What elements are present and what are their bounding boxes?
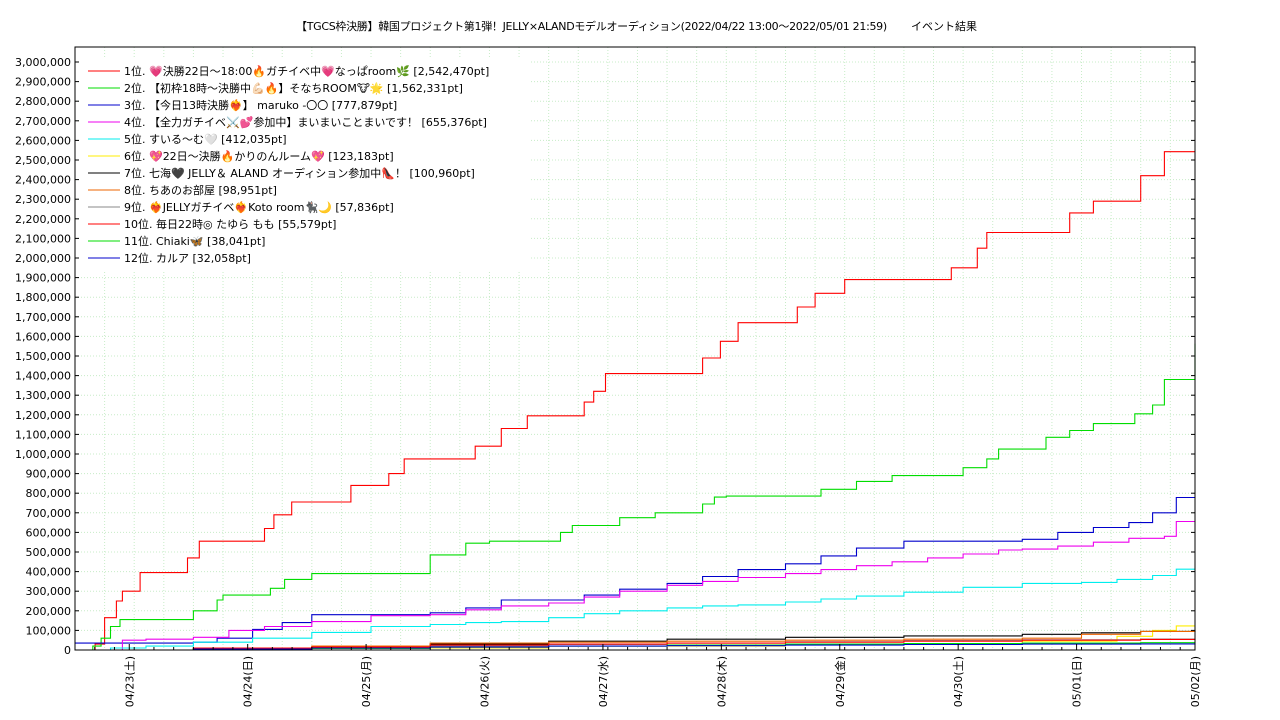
series-line-2: [75, 343, 1196, 651]
y-tick-label: 2,400,000: [15, 174, 71, 187]
legend-item: 10位. 毎日22時◎ たゆら もも [55,579pt]: [124, 217, 336, 231]
y-tick-label: 200,000: [26, 605, 72, 618]
legend-item: 6位. 💖22日～決勝🔥かりのんルーム💖 [123,183pt]: [124, 149, 394, 163]
y-tick-label: 900,000: [26, 468, 72, 481]
plot-frame: [74, 46, 1196, 651]
y-tick-label: 2,500,000: [15, 154, 71, 167]
legend: 1位. 💗決勝22日～18:00🔥ガチイベ中💗なっぱroom🌿 [2,542,4…: [80, 58, 530, 270]
y-tick-label: 2,600,000: [15, 134, 71, 147]
x-tick-label: 04/26(火): [479, 656, 492, 707]
y-tick-label: 2,000,000: [15, 252, 71, 265]
y-tick-label: 700,000: [26, 507, 72, 520]
y-tick-label: 1,600,000: [15, 330, 71, 343]
y-tick-label: 1,400,000: [15, 370, 71, 383]
y-tick-label: 2,100,000: [15, 232, 71, 245]
series-line-5: [75, 568, 1195, 651]
legend-item: 8位. ちあのお部屋 [98,951pt]: [124, 183, 277, 197]
x-tick-label: 04/29(金): [833, 656, 847, 707]
legend-item: 9位. ❤‍🔥JELLYガチイベ❤‍🔥Koto room🐈‍⬛🌙 [57,836…: [124, 200, 394, 214]
x-axis: 04/23(土) 04/24(日) 04/25(月) 04/26(火) 04/27(水)…: [74, 644, 1202, 707]
chart-title-bar: 【TGCS枠決勝】韓国プロジェクト第1弾！JELLY×ALANDモデルオーディシ…: [0, 18, 1280, 34]
chart-subtitle: イベント結果: [911, 20, 977, 33]
y-tick-label: 300,000: [26, 585, 72, 598]
chart-title: 【TGCS枠決勝】韓国プロジェクト第1弾！JELLY×ALANDモデルオーディシ…: [296, 20, 887, 33]
y-tick-label: 100,000: [26, 624, 72, 637]
y-tick-label: 1,300,000: [15, 389, 71, 402]
y-tick-label: 2,700,000: [15, 115, 71, 128]
y-tick-label: 1,700,000: [15, 311, 71, 324]
x-tick-label: 04/28(木): [715, 656, 728, 707]
y-tick-label: 1,000,000: [15, 448, 71, 461]
series-line-3: [75, 496, 1195, 644]
legend-item: 7位. 七海🖤 JELLY＆ ALAND オーディション参加中👠！ [100,9…: [124, 166, 475, 180]
y-tick-label: 2,800,000: [15, 95, 71, 108]
y-tick-label: 400,000: [26, 566, 72, 579]
y-tick-label: 2,200,000: [15, 213, 71, 226]
legend-item: 12位. カルア [32,058pt]: [124, 251, 251, 265]
y-tick-label: 1,500,000: [15, 350, 71, 363]
x-tick-label: 04/30(土): [952, 656, 965, 707]
y-tick-label: 1,100,000: [15, 428, 71, 441]
y-tick-label: 500,000: [26, 546, 72, 559]
x-tick-label: 04/27(水): [597, 656, 610, 707]
y-tick-label: 2,900,000: [15, 76, 71, 89]
legend-item: 2位. 【初枠18時～決勝中💪🏻🔥】そなちROOM🐮🌟 [1,562,331pt…: [124, 81, 463, 95]
y-axis: 0 100,000 200,000 300,000 400,000 500,000 600,…: [15, 56, 1195, 657]
x-tick-label: 04/24(日): [242, 656, 255, 707]
legend-item: 3位. 【今日13時決勝❤‍🔥】 maruko -〇〇 [777,879pt]: [124, 98, 397, 112]
y-tick-label: 1,800,000: [15, 291, 71, 304]
legend-item: 1位. 💗決勝22日～18:00🔥ガチイベ中💗なっぱroom🌿 [2,542,4…: [124, 64, 489, 78]
legend-item: 5位. すいる～む🤍 [412,035pt]: [124, 132, 287, 146]
series-line-4: [75, 520, 1195, 651]
x-tick-label: 05/01(日): [1071, 656, 1084, 707]
x-tick-label: 04/25(月): [360, 656, 373, 707]
series-line-1: [75, 151, 1195, 651]
y-tick-label: 800,000: [26, 487, 72, 500]
x-tick-label: 05/02(月): [1189, 656, 1202, 707]
y-tick-label: 600,000: [26, 526, 72, 539]
y-tick-label: 1,900,000: [15, 272, 71, 285]
y-tick-label: 1,200,000: [15, 409, 71, 422]
y-tick-label: 2,300,000: [15, 193, 71, 206]
y-tick-label: 3,000,000: [15, 56, 71, 69]
y-tick-label: 0: [64, 644, 71, 657]
legend-item: 11位. Chiaki🦋 [38,041pt]: [124, 234, 265, 248]
x-tick-label: 04/23(土): [123, 656, 136, 707]
legend-item: 4位. 【全力ガチイベ⚔️💕参加中】まいまいことまいです！ [655,376pt…: [124, 115, 487, 129]
legend-background: [80, 58, 530, 270]
